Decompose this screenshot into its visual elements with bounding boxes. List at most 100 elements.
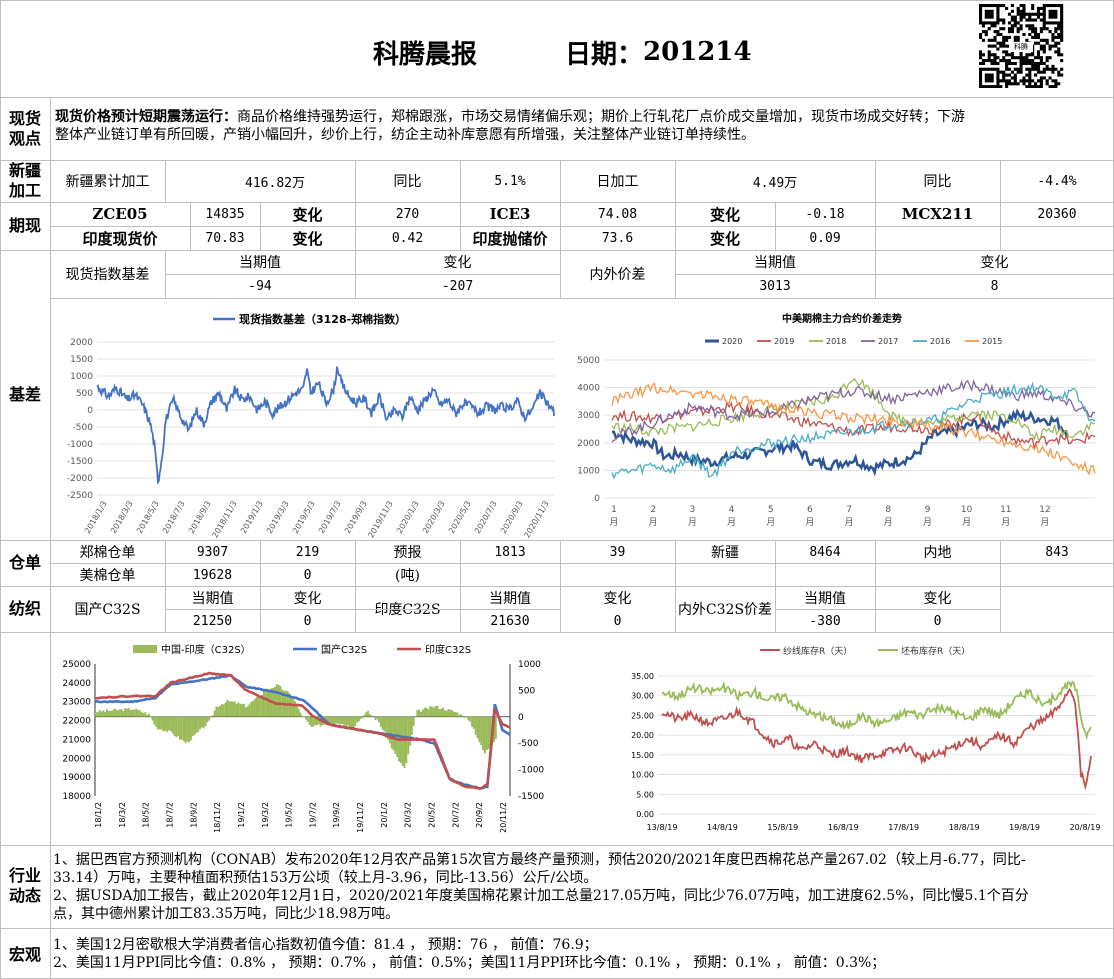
bar-c32s-diff	[120, 709, 123, 717]
xj-cum-label: 新疆累计加工	[65, 174, 150, 190]
bar-c32s-diff	[389, 716, 391, 744]
bar-c32s-diff	[447, 709, 450, 717]
y-tick-label: 3000	[577, 411, 600, 421]
bar-c32s-diff	[263, 691, 265, 717]
zce05-change: 270	[395, 206, 420, 222]
x-tick-label: 2019/7/3	[317, 500, 343, 536]
x-tick-unit: 月	[688, 517, 697, 528]
dom-c32s-cur-label: 当期值	[191, 591, 234, 607]
zce05-label: ZCE05	[92, 205, 148, 223]
bar-c32s-diff	[168, 716, 170, 731]
us-receipt-label: 美棉仓单	[79, 568, 136, 584]
x-tick-label: 20/11/2	[499, 802, 508, 833]
series-line-2015	[611, 382, 1096, 476]
bar-c32s-diff	[438, 708, 441, 717]
y-tick-label: 25.00	[631, 711, 654, 720]
y-tick-label: 500	[76, 389, 93, 399]
bar-c32s-diff	[469, 716, 472, 722]
india-spot-label: 印度现货价	[82, 229, 158, 248]
forecast-unit: (吨)	[395, 568, 420, 584]
y-tick-label: 30.00	[631, 692, 654, 701]
y-tick-label: 35.00	[631, 672, 654, 681]
spot-view-line1: 商品价格维持强势运行，郑棉跟涨，市场交易情绪偏乐观；期价上行轧花厂点价成交量增加…	[237, 109, 965, 125]
bar-c32s-diff	[138, 710, 141, 717]
x-tick-label: 2019/9/3	[343, 500, 369, 536]
bar-c32s-diff	[381, 716, 384, 730]
macro-news-1: 1、美国12月密歇根大学消费者信心指数初值今值：81.4 ， 预期：76 ， 前…	[53, 937, 598, 953]
bar-c32s-diff	[425, 707, 428, 717]
bar-c32s-diff	[301, 716, 304, 717]
y-tick-label: 20.00	[631, 731, 654, 740]
mcx211-value: 20360	[1037, 206, 1077, 222]
bar-c32s-diff	[330, 716, 333, 725]
diff-c32s-cur: -380	[809, 613, 841, 629]
x-tick-unit: 月	[1001, 517, 1010, 528]
x-tick-unit: 月	[727, 517, 736, 528]
x-tick-label: 19/11/2	[356, 802, 365, 833]
x-tick-label: 11	[1000, 505, 1011, 515]
bar-c32s-diff	[451, 710, 453, 717]
bar-c32s-diff	[157, 716, 159, 730]
bar-c32s-diff	[146, 714, 148, 717]
legend-label: 印度C32S	[425, 643, 471, 656]
bar-c32s-diff	[418, 709, 421, 717]
bar-c32s-diff	[489, 716, 492, 747]
bar-c32s-diff	[193, 716, 196, 736]
bar-c32s-diff	[412, 716, 415, 727]
x-tick-label: 19/3/2	[261, 802, 270, 828]
series-line-印度C32S	[94, 671, 511, 790]
bar-c32s-diff	[202, 716, 205, 729]
bar-c32s-diff	[239, 703, 242, 717]
bar-c32s-diff	[367, 710, 369, 717]
bar-c32s-diff	[142, 712, 145, 717]
bar-c32s-diff	[122, 711, 125, 717]
xj-daily-label: 日加工	[596, 174, 639, 190]
bar-c32s-diff	[434, 706, 437, 717]
bar-c32s-diff	[403, 716, 406, 768]
section-label-basis: 基差	[8, 385, 41, 404]
bar-c32s-diff	[111, 710, 114, 717]
bar-c32s-diff	[409, 716, 411, 746]
bar-c32s-diff	[228, 701, 231, 717]
bar-c32s-diff	[166, 716, 169, 733]
y-left-tick-label: 21000	[62, 735, 91, 745]
spread-cur-value: 3013	[759, 278, 791, 294]
bar-c32s-diff	[332, 716, 335, 724]
x-tick-label: 17/8/19	[888, 823, 919, 832]
y-left-tick-label: 20000	[62, 754, 91, 764]
x-tick-label: 19/5/2	[285, 802, 294, 828]
bar-c32s-diff	[376, 716, 379, 720]
bar-c32s-diff	[356, 716, 358, 723]
bar-c32s-diff	[463, 716, 466, 718]
bar-c32s-diff	[449, 709, 452, 717]
legend-label: 坯布库存R（天）	[901, 645, 970, 657]
xinjiang-receipt-value: 8464	[809, 544, 841, 560]
spread-chg-label: 变化	[980, 255, 1009, 271]
bar-c32s-diff	[471, 716, 474, 727]
bar-c32s-diff	[253, 698, 256, 717]
bar-c32s-diff	[336, 716, 338, 724]
bar-c32s-diff	[206, 716, 209, 723]
bar-c32s-diff	[348, 716, 351, 728]
bar-c32s-diff	[443, 710, 446, 717]
xj-yoy1-label: 同比	[393, 174, 422, 190]
y-left-tick-label: 25000	[62, 660, 91, 670]
macro-news: 1、美国12月密歇根大学消费者信心指数初值今值：81.4 ， 预期：76 ， 前…	[53, 936, 1111, 972]
bar-c32s-diff	[208, 716, 211, 721]
bar-c32s-diff	[158, 716, 161, 729]
y-tick-label: 1000	[577, 466, 600, 476]
basis-chart: 现货指数基差（3128-郑棉指数） 2000 1500 1000 500 0 -500 -10…	[67, 312, 556, 538]
y-tick-label: -1500	[67, 457, 93, 467]
bar-c32s-diff	[219, 705, 222, 717]
inventory-chart: 纱线库存R（天） 坯布库存R（天） 35.00 30.00 25.00 20.00 15.0…	[631, 645, 1100, 832]
zheng-receipt-change: 219	[295, 544, 320, 560]
spot-view-headline: 现货价格预计短期震荡运行：	[55, 109, 237, 125]
bar-c32s-diff	[436, 705, 439, 717]
bar-c32s-diff	[390, 716, 393, 749]
bar-c32s-diff	[352, 716, 355, 728]
x-tick-unit: 月	[766, 517, 775, 528]
bar-c32s-diff	[211, 715, 214, 717]
diff-c32s-chg: 0	[933, 613, 942, 629]
bar-c32s-diff	[186, 716, 189, 742]
